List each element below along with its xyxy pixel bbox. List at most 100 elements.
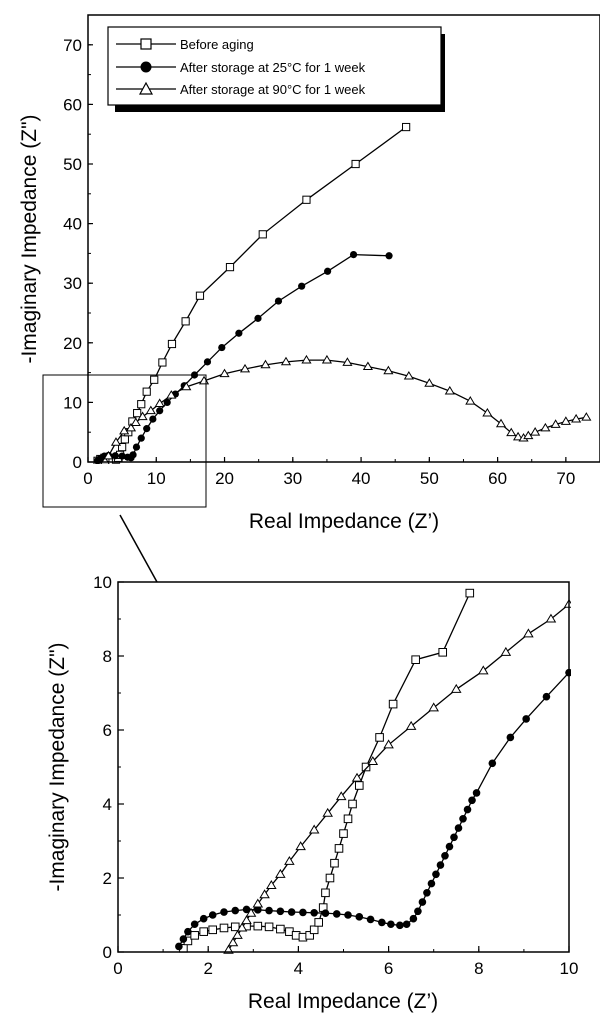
- data-point: [411, 655, 420, 665]
- data-point: [325, 873, 335, 883]
- data-point: [284, 855, 295, 865]
- data-point: [145, 405, 156, 415]
- data-point: [232, 929, 243, 939]
- main-y-axis-ticks: 0 10 20 30 40 50 60 70: [63, 36, 93, 472]
- data-point: [239, 363, 251, 373]
- data-point: [266, 880, 277, 889]
- data-point: [432, 870, 440, 879]
- data-point: [260, 359, 271, 369]
- data-point: [321, 888, 330, 898]
- data-point: [236, 922, 248, 932]
- data-point: [276, 907, 285, 916]
- data-point: [530, 427, 541, 436]
- legend-item-before-aging: Before aging: [116, 37, 254, 52]
- series-line: [97, 126, 407, 462]
- data-point: [344, 911, 352, 919]
- data-point: [230, 922, 240, 932]
- series-open-square: [93, 122, 411, 464]
- data-point: [545, 613, 557, 623]
- data-point: [259, 889, 270, 899]
- data-point: [506, 733, 515, 742]
- data-point: [133, 409, 142, 418]
- data-point: [355, 913, 364, 921]
- x-tick-label: 0: [113, 959, 122, 978]
- data-point: [342, 357, 353, 366]
- y-tick-label: 6: [103, 721, 112, 740]
- data-point: [388, 699, 398, 709]
- data-point: [199, 914, 208, 923]
- legend-box: [107, 26, 442, 106]
- data-point: [343, 814, 353, 824]
- y-tick-label: 10: [93, 573, 112, 592]
- data-point: [252, 898, 264, 908]
- data-point: [540, 422, 551, 432]
- series-open-triangle: [223, 598, 571, 954]
- data-point: [203, 358, 212, 366]
- data-point: [195, 291, 205, 300]
- x-tick-label: 2: [203, 959, 212, 978]
- data-point: [110, 437, 122, 446]
- data-point: [264, 922, 274, 932]
- data-point: [219, 923, 229, 933]
- data-point: [166, 390, 177, 399]
- data-point: [495, 418, 507, 428]
- data-point: [488, 759, 497, 768]
- data-point: [137, 400, 146, 409]
- data-point: [308, 824, 320, 834]
- data-point: [218, 343, 226, 352]
- legend-label: After storage at 90°C for 1 week: [180, 82, 366, 97]
- data-point: [322, 807, 333, 817]
- data-point: [321, 354, 333, 364]
- legend-item-25c: After storage at 25°C for 1 week: [116, 60, 366, 75]
- data-point: [402, 920, 411, 929]
- data-point: [482, 407, 493, 417]
- data-point: [265, 906, 273, 915]
- series-line: [97, 253, 390, 462]
- x-tick-label: 30: [283, 469, 302, 488]
- data-point: [335, 791, 347, 801]
- data-point: [245, 907, 257, 917]
- data-point: [150, 375, 159, 384]
- y-tick-label: 70: [63, 36, 82, 55]
- data-point: [513, 431, 524, 441]
- x-tick-label: 50: [420, 469, 439, 488]
- data-point: [179, 935, 188, 943]
- data-point: [436, 861, 445, 869]
- data-point: [142, 387, 151, 396]
- y-tick-label: 2: [103, 869, 112, 888]
- data-point: [190, 931, 199, 940]
- data-point: [137, 411, 148, 421]
- zoom-x-axis-ticks: 0 2 4 6 8 10: [113, 946, 578, 978]
- x-tick-label: 60: [488, 469, 507, 488]
- data-point: [334, 844, 344, 853]
- data-point: [219, 368, 230, 378]
- main-plot-frame: [87, 14, 600, 463]
- data-point: [500, 646, 512, 656]
- x-tick-label: 8: [474, 959, 483, 978]
- data-point: [330, 858, 339, 868]
- data-point: [208, 911, 217, 919]
- data-point: [506, 427, 517, 437]
- data-point: [119, 425, 130, 435]
- data-point: [149, 415, 157, 423]
- legend: Before aging After storage at 25°C for 1…: [107, 26, 445, 112]
- data-point: [383, 365, 394, 375]
- data-point: [571, 413, 582, 423]
- data-point: [472, 789, 481, 797]
- y-tick-label: 0: [103, 943, 112, 962]
- data-point: [362, 361, 373, 371]
- data-point: [314, 918, 323, 927]
- y-tick-label: 30: [63, 274, 82, 293]
- data-point: [120, 435, 129, 444]
- data-point: [465, 396, 476, 405]
- data-point: [387, 920, 395, 929]
- data-point: [339, 829, 348, 838]
- data-point: [324, 267, 332, 275]
- main-x-axis-ticks: 0 10 20 30 40 50 60 70: [83, 457, 575, 488]
- y-tick-label: 20: [63, 334, 82, 353]
- data-point: [274, 297, 283, 305]
- data-point: [366, 915, 375, 924]
- data-point: [129, 451, 137, 459]
- data-point: [253, 921, 263, 931]
- y-tick-label: 40: [63, 215, 82, 234]
